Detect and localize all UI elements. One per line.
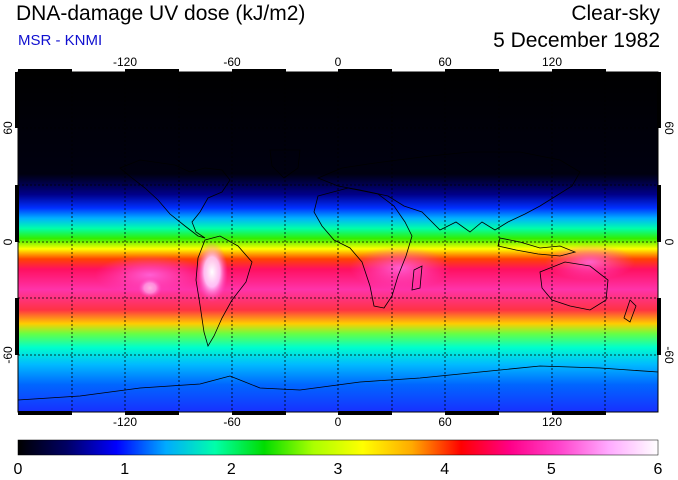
colorbar-tick-label: 4	[440, 461, 449, 478]
colorbar-tick-label: 6	[654, 461, 663, 478]
colorbar: 0 1 2 3 4 5 6	[14, 439, 663, 478]
date-label: 5 December 1982	[493, 29, 660, 52]
south-america-coast	[195, 235, 253, 347]
lat-label-right: 0	[662, 239, 676, 246]
lon-labels-top: -120 -60 0 60 120	[113, 55, 562, 69]
lat-label-left: 60	[1, 121, 15, 135]
lon-label-bottom: 120	[542, 415, 562, 429]
colorbar-labels: 0 1 2 3 4 5 6	[14, 461, 663, 478]
colorbar-tick-label: 3	[334, 461, 343, 478]
lon-label-top: -120	[113, 55, 137, 69]
lat-label-left: -60	[1, 346, 15, 364]
lon-label-bottom: -60	[223, 415, 241, 429]
lon-label-bottom: 0	[335, 415, 342, 429]
greenland-coast	[269, 149, 301, 179]
colorbar-strip	[17, 439, 659, 456]
colorbar-tick-label: 2	[227, 461, 236, 478]
eurasia-coast	[316, 151, 581, 233]
lat-labels-left: 60 0 -60	[1, 121, 15, 364]
madagascar-coast	[411, 265, 423, 291]
lon-label-bottom: 60	[438, 415, 452, 429]
graticule	[18, 72, 658, 412]
lat-label-right: -60	[662, 346, 676, 364]
source-label: MSR - KNMI	[18, 32, 103, 49]
australia-coast	[539, 261, 609, 311]
coastlines	[18, 149, 658, 401]
colorbar-tick-label: 1	[120, 461, 129, 478]
indonesia-coast	[497, 237, 577, 257]
antarctica-coast	[18, 365, 658, 401]
lat-label-left: 0	[1, 238, 15, 245]
lon-labels-bottom: -120 -60 0 60 120	[113, 415, 562, 429]
lat-label-right: 60	[662, 121, 676, 135]
map-title: DNA-damage UV dose (kJ/m2)	[16, 2, 306, 25]
lon-label-bottom: -120	[113, 415, 137, 429]
colorbar-tick-label: 0	[14, 461, 23, 478]
north-america-coast	[119, 159, 231, 239]
africa-coast	[313, 187, 413, 309]
new-zealand-coast	[623, 299, 637, 323]
lon-label-top: 0	[335, 55, 342, 69]
condition-label: Clear-sky	[571, 2, 660, 25]
lon-label-top: -60	[223, 55, 241, 69]
lat-labels-right: 60 0 -60	[662, 121, 676, 364]
lon-label-top: 60	[438, 55, 452, 69]
lon-label-top: 120	[542, 55, 562, 69]
colorbar-tick-label: 5	[547, 461, 556, 478]
